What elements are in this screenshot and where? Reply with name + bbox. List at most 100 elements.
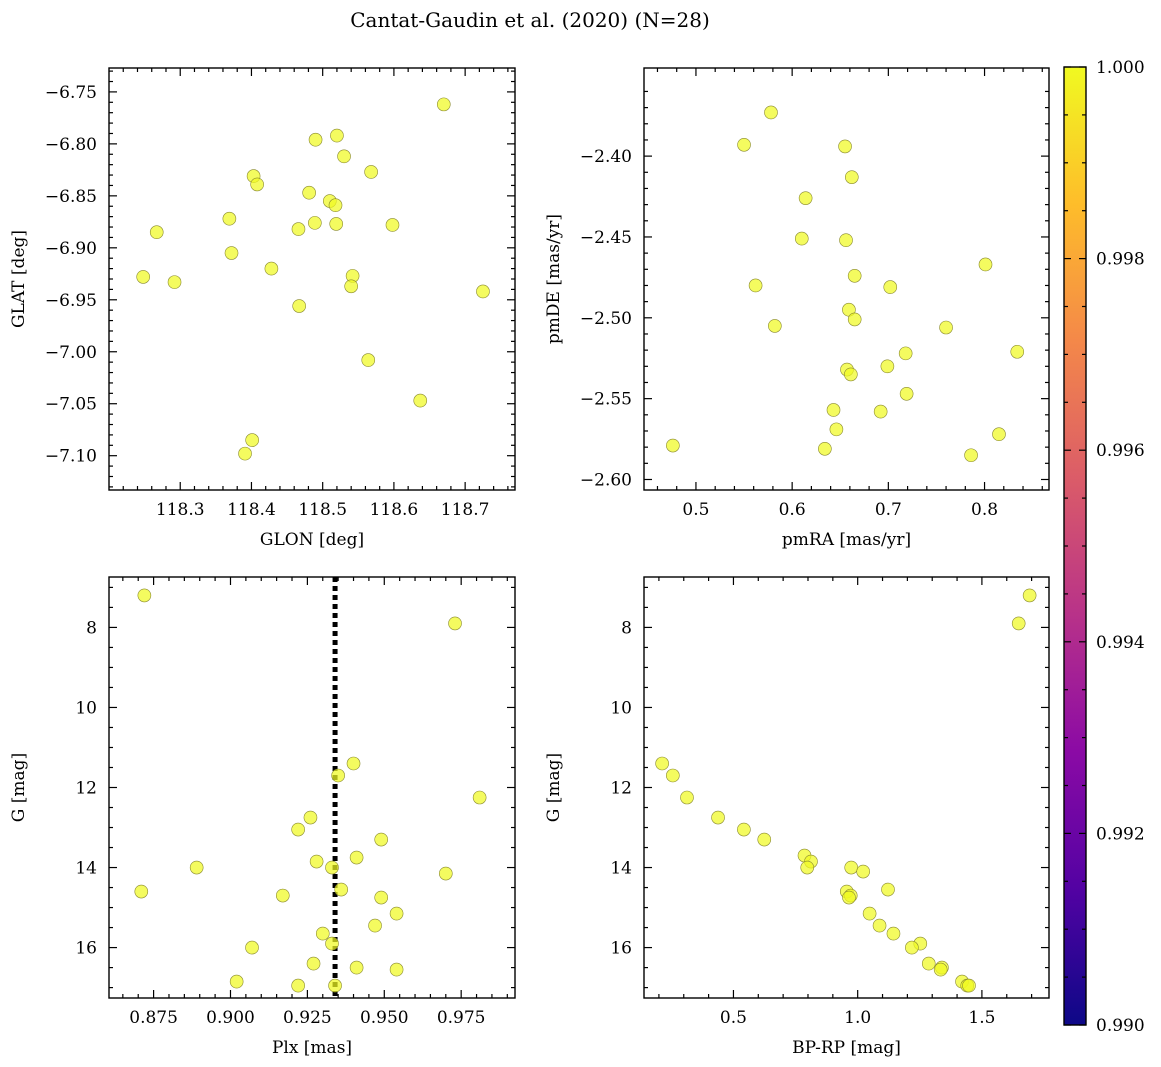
glon-glat-ytick-label: −6.80 <box>45 135 97 155</box>
panel-glon-glat: 118.3 118.4 118.5 118.6 118.7 −6.75 −6.80 −6.85… <box>9 67 516 550</box>
plx-g-ytick-label: 10 <box>75 698 97 718</box>
plx-g-point <box>389 906 404 921</box>
glon-glat-ytick-label: −6.75 <box>45 83 97 103</box>
glon-glat-point <box>136 270 150 284</box>
bprp-g-point <box>962 978 976 993</box>
glon-glat-point <box>291 222 306 236</box>
plx-g-point <box>438 866 453 881</box>
pmra-pmde-point <box>839 233 853 247</box>
plx-g-point <box>275 888 290 903</box>
glon-glat-point <box>167 275 182 289</box>
pmra-pmde-xtick-label: 0.8 <box>971 500 998 520</box>
plx-g-point <box>389 962 404 977</box>
bprp-g-xlabel: BP-RP [mag] <box>792 1038 901 1058</box>
plx-g-xtick-label: 0.975 <box>437 1008 486 1028</box>
bprp-g-ylabel: G [mag] <box>544 753 564 822</box>
glon-glat-xtick-label: 118.4 <box>227 500 276 520</box>
glon-glat-point <box>250 177 264 192</box>
plx-g-point <box>137 588 152 603</box>
plx-g-point <box>328 978 342 993</box>
pmra-pmde-point <box>899 386 914 401</box>
plx-g-xtick-label: 0.950 <box>360 1008 409 1028</box>
plx-g-xtick-label: 0.875 <box>129 1008 178 1028</box>
plx-g-point <box>189 860 204 875</box>
plx-g-point <box>291 978 305 993</box>
pmra-pmde-point <box>898 346 913 361</box>
plx-g-point <box>325 860 339 875</box>
plx-g-point <box>472 790 487 805</box>
bprp-g-point <box>933 962 948 977</box>
colorbar-tick-label: 0.992 <box>1096 824 1145 844</box>
glon-glat-point <box>222 211 237 226</box>
plx-g-point <box>291 822 305 837</box>
plx-g-xlabel: Plx [mas] <box>272 1038 352 1058</box>
plx-g-point <box>368 918 382 933</box>
plx-g-point <box>346 756 361 771</box>
bprp-g-point <box>1022 588 1037 603</box>
bprp-g-axes-frame <box>643 576 1050 999</box>
plx-g-xtick-label: 0.925 <box>283 1008 332 1028</box>
glon-glat-xtick-label: 118.7 <box>441 500 490 520</box>
bprp-g-ytick-label: 16 <box>610 939 632 959</box>
glon-glat-point <box>413 393 428 408</box>
bprp-g-point <box>844 860 859 875</box>
pmra-pmde-ytick-label: −2.55 <box>580 390 632 410</box>
glon-glat-point <box>337 149 351 164</box>
glon-glat-point <box>308 216 322 230</box>
pmra-pmde-ylabel: pmDE [mas/yr] <box>544 214 564 344</box>
pmra-pmde-point <box>818 441 832 456</box>
glon-glat-ytick-label: −6.90 <box>45 239 97 259</box>
plx-g-point <box>306 956 321 971</box>
bprp-g-point <box>921 956 936 971</box>
pmra-pmde-ytick-label: −2.40 <box>580 147 632 167</box>
plx-g-ytick-label: 16 <box>75 939 97 959</box>
plx-g-xtick-label: 0.900 <box>206 1008 255 1028</box>
bprp-g-point <box>886 926 901 941</box>
pmra-pmde-ytick-label: −2.50 <box>580 309 632 329</box>
bprp-g-xtick-label: 0.5 <box>720 1008 747 1028</box>
glon-glat-point <box>344 279 358 294</box>
glon-glat-point <box>224 246 239 260</box>
plx-g-point <box>349 960 364 975</box>
pmra-pmde-point <box>847 268 862 283</box>
glon-glat-point <box>361 353 376 367</box>
glon-glat-xtick-label: 118.3 <box>156 500 205 520</box>
pmra-pmde-point <box>666 438 680 453</box>
glon-glat-ylabel: GLAT [deg] <box>9 230 29 328</box>
colorbar-tick-label: 0.994 <box>1096 633 1145 653</box>
plx-g-point <box>315 926 330 941</box>
bprp-g-point <box>1011 616 1026 631</box>
pmra-pmde-point <box>838 139 852 154</box>
bprp-g-point <box>856 864 870 879</box>
plx-g-point <box>303 810 318 825</box>
pmra-pmde-point <box>873 404 888 419</box>
glon-glat-ytick-label: −6.85 <box>45 187 97 207</box>
glon-glat-ytick-label: −7.00 <box>45 343 97 363</box>
pmra-pmde-ytick-label: −2.45 <box>580 228 632 248</box>
plx-g-point <box>374 890 389 905</box>
glon-glat-point <box>302 185 316 200</box>
pmra-pmde-point <box>768 319 782 333</box>
pmra-pmde-axes-frame <box>643 67 1050 491</box>
bprp-g-point <box>800 860 815 875</box>
bprp-g-point <box>842 890 856 905</box>
colorbar-gradient <box>1064 67 1086 1025</box>
glon-glat-point <box>330 128 344 143</box>
pmra-pmde-xtick-label: 0.7 <box>875 500 902 520</box>
plx-g-ytick-label: 14 <box>75 859 97 879</box>
plx-g-point <box>448 616 462 631</box>
glon-glat-point <box>245 433 259 447</box>
plx-g-point <box>134 884 149 899</box>
glon-glat-point <box>149 225 164 240</box>
colorbar-tick-label: 1.000 <box>1096 58 1145 78</box>
glon-glat-point <box>329 217 344 231</box>
bprp-g-point <box>711 810 725 825</box>
pmra-pmde-point <box>883 280 898 294</box>
plx-g-point <box>229 974 244 989</box>
glon-glat-xlabel: GLON [deg] <box>260 530 364 550</box>
bprp-g-ytick-label: 12 <box>610 779 632 799</box>
pmra-pmde-point <box>992 427 1006 442</box>
plx-g-ylabel: G [mag] <box>9 753 29 822</box>
glon-glat-point <box>238 446 252 461</box>
pmra-pmde-point <box>939 320 953 335</box>
